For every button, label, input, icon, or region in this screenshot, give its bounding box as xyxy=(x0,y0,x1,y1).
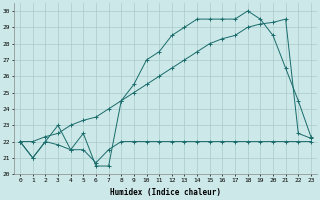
X-axis label: Humidex (Indice chaleur): Humidex (Indice chaleur) xyxy=(110,188,221,197)
